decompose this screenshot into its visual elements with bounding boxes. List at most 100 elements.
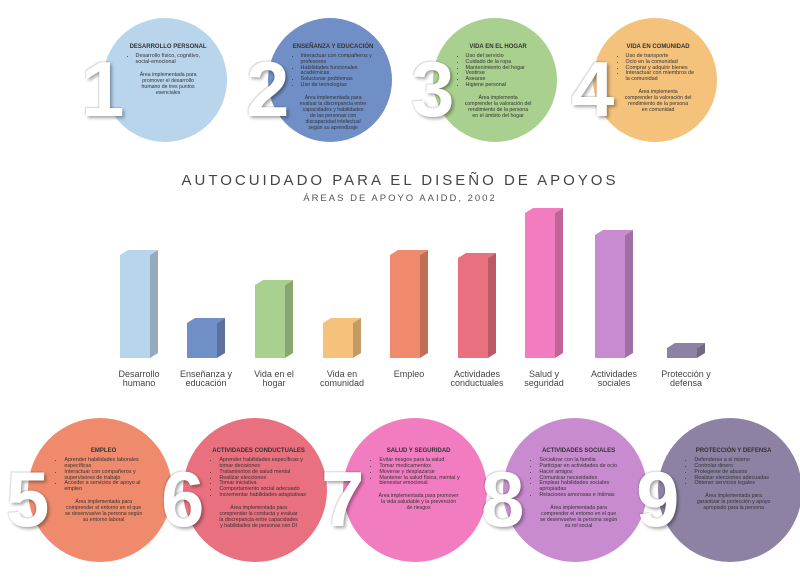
bar-side xyxy=(625,230,633,358)
card-item: Cuidado de la ropa xyxy=(466,59,540,66)
bar-side xyxy=(488,253,496,358)
x-tick-label: Protección y defensa xyxy=(661,369,711,388)
area-card: ENSEÑANZA Y EDUCACIÓN Interactuar con com… xyxy=(268,18,392,142)
x-tick-label: Empleo xyxy=(393,369,425,379)
bar-top xyxy=(667,343,705,348)
card-title: VIDA EN EL HOGAR xyxy=(469,44,527,51)
card-title: VIDA EN COMUNIDAD xyxy=(626,44,690,51)
area-card: SALUD Y SEGURIDAD Evitar riesgos para la … xyxy=(343,418,487,562)
card-number: 1 xyxy=(81,45,125,133)
card-item: Aprender habilidades específicas y tomar… xyxy=(219,457,306,470)
card-description: Área implementa comprender la valoración… xyxy=(464,94,532,119)
bar-top xyxy=(120,250,158,255)
card-item: Controlar dinero xyxy=(694,463,781,470)
bar-side xyxy=(420,250,428,358)
card-number: 2 xyxy=(246,45,290,133)
x-tick-label: Desarrollo humano xyxy=(118,369,160,388)
card-item: Interactuar con miembros de la comunidad xyxy=(626,71,700,83)
card-item: Asearse xyxy=(466,76,540,83)
card-item: Uso del servicio xyxy=(466,53,540,60)
bar xyxy=(667,348,697,358)
card-item: Incrementar habilidades adaptativas xyxy=(219,492,306,499)
bar-side xyxy=(353,318,361,358)
card-title: ACTIVIDADES SOCIALES xyxy=(542,448,616,455)
x-tick-label: Actividades conductuales xyxy=(450,369,504,388)
area-card: ACTIVIDADES SOCIALES Socializar con la fa… xyxy=(503,418,647,562)
card-item: Acceder a servicios de apoyo al empleo xyxy=(64,481,151,493)
card-item: Interactuar con compañeros y supervisore… xyxy=(64,469,151,482)
bar xyxy=(525,213,555,358)
area-card: VIDA EN COMUNIDAD Uso de transporteOcio e… xyxy=(593,18,717,142)
card-list: Uso de transporteOcio en la comunidadCom… xyxy=(617,53,700,83)
bar-top xyxy=(255,280,293,285)
card-item: Habilidades funcionales académicas xyxy=(301,65,375,78)
area-card: EMPLEO Aprender habilidades laborales esp… xyxy=(28,418,172,562)
card-description: Área implementa comprender la valoración… xyxy=(624,89,692,114)
card-title: ACTIVIDADES CONDUCTUALES xyxy=(212,448,305,455)
card-number: 6 xyxy=(161,455,205,543)
area-card: PROTECCIÓN Y DEFENSA Defenderse a sí mism… xyxy=(658,418,800,562)
area-card: ACTIVIDADES CONDUCTUALES Aprender habilid… xyxy=(183,418,327,562)
card-item: Obtener servicios legales xyxy=(694,481,781,487)
card-item: Interactuar con compañeros y profesores xyxy=(301,53,375,66)
bar xyxy=(390,255,420,358)
bar xyxy=(120,255,150,358)
card-number: 4 xyxy=(571,45,615,133)
card-list: Aprender habilidades laborales específic… xyxy=(55,457,151,493)
card-item: Vestirse xyxy=(466,71,540,77)
bar-top xyxy=(595,230,633,235)
card-item: Hacer amigos xyxy=(539,469,626,476)
card-item: Defenderse a sí mismo xyxy=(694,457,781,464)
card-item: Comportamiento social adecuado xyxy=(219,486,306,493)
card-item: Realizar elecciones adecuadas xyxy=(694,475,781,482)
card-item: Protegerse de abusos xyxy=(694,469,781,476)
card-list: Socializar con la familiaParticipar en a… xyxy=(530,457,626,499)
card-item: Tomar medicamentos xyxy=(379,463,466,470)
card-number: 7 xyxy=(321,455,365,543)
card-description: Área implementada para comprender el ent… xyxy=(539,504,618,529)
bar-top xyxy=(187,318,225,323)
card-number: 9 xyxy=(636,455,680,543)
card-item: Comunicar necesidades xyxy=(539,475,626,482)
card-item: Desarrollo físico, cognitivo, social-emo… xyxy=(136,53,210,66)
card-item: Solucionar problemas xyxy=(301,76,375,83)
card-description: Área implementada para promover la vida … xyxy=(378,493,459,512)
chart-title: AUTOCUIDADO PARA EL DISEÑO DE APOYOS xyxy=(181,172,619,189)
bar-side xyxy=(285,280,293,358)
x-tick-label: Actividades sociales xyxy=(590,369,638,388)
card-item: Comprar y adquirir bienes xyxy=(626,65,700,72)
card-item: Realizar elecciones xyxy=(219,475,306,482)
card-item: Uso de transporte xyxy=(626,53,700,60)
card-item: Mantener la salud física, mental y biene… xyxy=(379,475,466,488)
card-title: ENSEÑANZA Y EDUCACIÓN xyxy=(292,44,374,51)
card-number: 5 xyxy=(6,455,50,543)
card-item: Tratamientos de salud mental xyxy=(219,469,306,476)
card-list: Desarrollo físico, cognitivo, social-emo… xyxy=(127,53,210,66)
x-tick-label: Enseñanza y educación xyxy=(179,369,233,388)
card-description: Área implementada para comprender el ent… xyxy=(64,499,143,524)
card-item: Ocio en la comunidad xyxy=(626,59,700,66)
x-tick-label: Vida en comunidad xyxy=(319,369,365,388)
card-description: Área implementada para promover el desar… xyxy=(139,71,197,96)
card-item: Participar en actividades de ocio xyxy=(539,463,626,470)
card-number: 8 xyxy=(481,455,525,543)
bar-top xyxy=(458,253,496,258)
card-list: Defenderse a sí mismoControlar dineroPro… xyxy=(685,457,781,487)
card-title: DESARROLLO PERSONAL xyxy=(129,44,207,51)
card-title: PROTECCIÓN Y DEFENSA xyxy=(695,448,772,455)
bar-top xyxy=(323,318,361,323)
card-list: Uso del servicioCuidado de la ropaManten… xyxy=(457,53,540,89)
bar xyxy=(323,323,353,358)
card-list: Interactuar con compañeros y profesoresH… xyxy=(292,53,375,89)
card-number: 3 xyxy=(411,45,455,133)
bar-top xyxy=(525,208,563,213)
card-list: Aprender habilidades específicas y tomar… xyxy=(210,457,306,499)
card-title: EMPLEO xyxy=(90,448,117,455)
card-description: Área implementada para garantizar la pro… xyxy=(696,493,771,512)
card-item: Uso de tecnologías xyxy=(301,82,375,89)
card-item: Tomar iniciativa xyxy=(219,481,306,487)
area-card: VIDA EN EL HOGAR Uso del servicioCuidado … xyxy=(433,18,557,142)
bar xyxy=(458,258,488,358)
card-item: Moverse y desplazarse xyxy=(379,469,466,476)
